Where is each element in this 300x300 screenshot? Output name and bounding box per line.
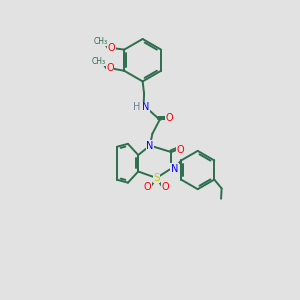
Text: N: N	[146, 141, 154, 151]
Text: CH₃: CH₃	[92, 57, 106, 66]
Text: H: H	[134, 102, 141, 112]
Text: O: O	[165, 113, 173, 123]
Text: O: O	[106, 63, 114, 74]
Text: O: O	[108, 43, 116, 53]
Text: CH₃: CH₃	[94, 37, 108, 46]
Text: N: N	[142, 102, 150, 112]
Text: O: O	[144, 182, 152, 192]
Text: N: N	[171, 164, 178, 173]
Text: O: O	[161, 182, 169, 192]
Text: S: S	[153, 173, 160, 183]
Text: O: O	[177, 145, 184, 155]
